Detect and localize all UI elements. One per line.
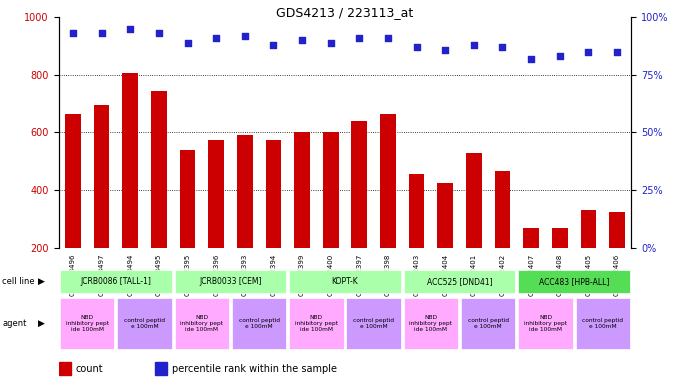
Bar [495,171,511,305]
Point [239,33,250,39]
Bar [175,298,229,349]
Text: NBD
inhibitory pept
ide 100mM: NBD inhibitory pept ide 100mM [295,315,338,332]
Point [583,49,594,55]
Point [325,40,336,46]
Bar [404,270,515,293]
Text: GDS4213 / 223113_at: GDS4213 / 223113_at [277,6,413,19]
Text: cell line: cell line [2,277,34,286]
Bar [94,105,110,305]
Bar [351,121,367,305]
Bar [575,298,630,349]
Point [611,49,622,55]
Point [125,26,136,32]
Bar [208,140,224,305]
Bar [408,174,424,305]
Text: NBD
inhibitory pept
ide 100mM: NBD inhibitory pept ide 100mM [524,315,567,332]
Text: control peptid
e 100mM: control peptid e 100mM [582,318,623,329]
Bar [518,298,573,349]
Bar [580,210,596,305]
Text: ▶: ▶ [38,277,45,286]
Bar [552,227,568,305]
Bar [289,270,401,293]
Text: KOPT-K: KOPT-K [332,277,358,286]
Bar [461,298,515,349]
Text: control peptid
e 100mM: control peptid e 100mM [239,318,279,329]
Point [382,35,393,41]
Text: control peptid
e 100mM: control peptid e 100mM [468,318,509,329]
Bar [65,114,81,305]
Bar [122,73,138,305]
Point [96,30,107,36]
Bar [380,114,396,305]
Bar [289,298,344,349]
Bar [117,298,172,349]
Point [526,56,537,62]
Text: ACC525 [DND41]: ACC525 [DND41] [426,277,493,286]
Bar [609,212,625,305]
Point [210,35,221,41]
Bar [151,91,167,305]
Point [440,46,451,53]
Bar [60,298,115,349]
Point [469,42,480,48]
Point [411,44,422,50]
Bar [237,136,253,305]
Bar [175,270,286,293]
Bar [346,298,401,349]
Bar [266,140,282,305]
Text: agent: agent [2,319,26,328]
Bar [179,150,195,305]
Text: count: count [76,364,104,374]
Bar [523,227,539,305]
Text: NBD
inhibitory pept
ide 100mM: NBD inhibitory pept ide 100mM [409,315,453,332]
Text: NBD
inhibitory pept
ide 100mM: NBD inhibitory pept ide 100mM [180,315,224,332]
Bar [518,270,630,293]
Bar [437,183,453,305]
Bar [404,298,458,349]
Bar [60,270,172,293]
Text: JCRB0086 [TALL-1]: JCRB0086 [TALL-1] [81,277,151,286]
Point [268,42,279,48]
Point [153,30,164,36]
Text: ACC483 [HPB-ALL]: ACC483 [HPB-ALL] [539,277,609,286]
Point [182,40,193,46]
Point [354,35,365,41]
Text: JCRB0033 [CEM]: JCRB0033 [CEM] [199,277,262,286]
Bar [323,132,339,305]
Bar [232,298,286,349]
Text: ▶: ▶ [38,319,45,328]
Bar [155,362,167,376]
Point [554,53,565,60]
Text: NBD
inhibitory pept
ide 100mM: NBD inhibitory pept ide 100mM [66,315,109,332]
Bar [59,362,70,376]
Bar [466,153,482,305]
Text: control peptid
e 100mM: control peptid e 100mM [124,318,165,329]
Bar [294,132,310,305]
Point [68,30,79,36]
Point [297,37,308,43]
Text: percentile rank within the sample: percentile rank within the sample [172,364,337,374]
Point [497,44,508,50]
Text: control peptid
e 100mM: control peptid e 100mM [353,318,394,329]
